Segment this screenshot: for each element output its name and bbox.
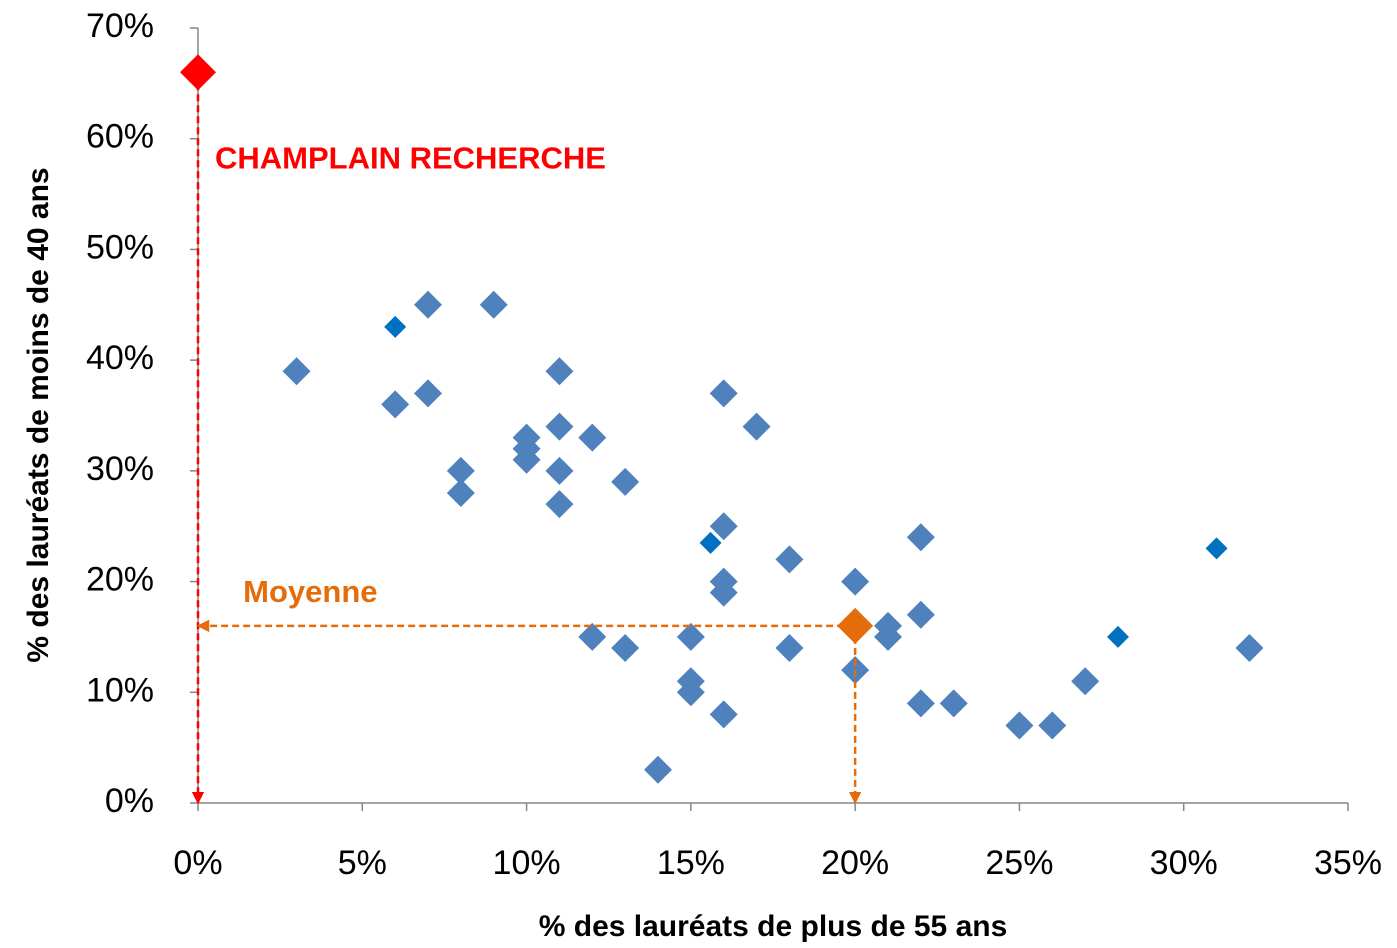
point <box>282 357 311 386</box>
annotation: Moyenne <box>243 574 377 609</box>
x-axis-title: % des lauréats de plus de 55 ans <box>539 910 1008 943</box>
y-axis-title: % des lauréats de moins de 40 ans <box>22 167 55 662</box>
point <box>545 357 574 386</box>
y-tick-label: 30% <box>86 450 154 488</box>
point <box>578 622 607 651</box>
y-tick-label: 60% <box>86 118 154 156</box>
point <box>841 567 870 596</box>
point <box>1038 711 1067 740</box>
point <box>381 390 410 419</box>
point <box>742 412 771 441</box>
point <box>414 379 442 408</box>
point <box>939 689 968 718</box>
point <box>1107 625 1129 648</box>
point <box>906 523 935 552</box>
point <box>709 700 738 729</box>
point <box>545 412 574 441</box>
point <box>709 379 738 408</box>
x-tick-label: 20% <box>821 844 889 882</box>
point <box>676 622 705 651</box>
point <box>446 456 475 485</box>
point <box>1005 711 1034 740</box>
point <box>709 578 738 607</box>
point <box>446 479 475 507</box>
point <box>1235 634 1264 662</box>
y-tick-label: 40% <box>86 339 154 377</box>
point <box>676 678 705 707</box>
y-tick-label: 50% <box>86 228 154 266</box>
point <box>414 290 442 319</box>
point <box>906 600 935 629</box>
point <box>545 490 574 519</box>
point <box>775 545 804 574</box>
x-tick-label: 15% <box>657 844 725 882</box>
point <box>512 445 541 474</box>
point <box>1071 667 1100 696</box>
point <box>611 634 640 662</box>
x-tick-label: 25% <box>985 844 1053 882</box>
point <box>837 607 874 644</box>
x-tick-label: 0% <box>173 844 222 882</box>
point <box>699 531 722 554</box>
point <box>644 755 672 784</box>
point <box>709 512 738 541</box>
point <box>1205 537 1228 560</box>
y-tick-label: 70% <box>86 7 154 45</box>
x-tick-label: 5% <box>338 844 387 882</box>
point <box>775 634 804 662</box>
point <box>180 54 216 91</box>
x-tick-label: 30% <box>1150 844 1218 882</box>
point <box>611 467 640 496</box>
point <box>874 622 902 651</box>
point <box>578 423 607 452</box>
x-tick-label: 10% <box>493 844 561 882</box>
point <box>384 315 407 338</box>
point <box>906 689 935 718</box>
annotation: CHAMPLAIN RECHERCHE <box>215 140 606 175</box>
x-tick-label: 35% <box>1314 844 1382 882</box>
y-tick-label: 10% <box>86 671 154 709</box>
y-tick-label: 0% <box>105 782 154 820</box>
point <box>545 456 574 485</box>
point <box>479 290 508 319</box>
y-tick-label: 20% <box>86 561 154 599</box>
